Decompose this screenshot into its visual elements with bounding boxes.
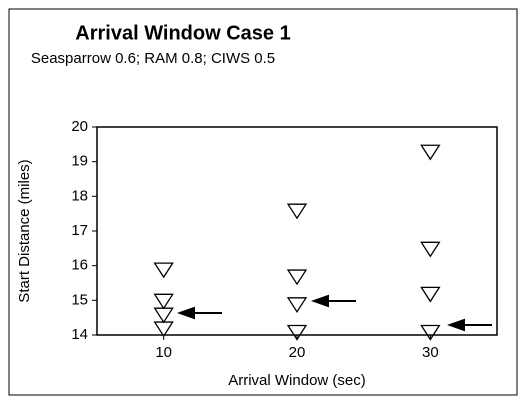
chart-title: Arrival Window Case 1: [75, 22, 290, 44]
point: [286, 269, 308, 286]
point: [153, 262, 174, 279]
chart-subtitle: Seasparrow 0.6; RAM 0.8; CIWS 0.5: [31, 50, 275, 67]
y-tick-label: 16: [71, 257, 88, 274]
y-tick-label: 17: [71, 222, 88, 239]
arrows: [177, 294, 492, 332]
point: [153, 307, 174, 324]
point: [286, 324, 308, 341]
chart-frame: [8, 8, 518, 396]
point: [286, 297, 308, 314]
y-tick-label: 15: [71, 291, 88, 308]
point: [420, 241, 441, 258]
x-tick-label: 20: [289, 344, 306, 361]
y-axis-label: Start Distance (miles): [16, 159, 33, 302]
arrow-head: [447, 318, 465, 332]
arrow-head: [177, 306, 195, 320]
plot-frame: [96, 126, 498, 336]
arrow-head: [311, 294, 329, 308]
point: [153, 293, 174, 310]
point: [153, 321, 174, 338]
y-tick-label: 20: [71, 118, 88, 135]
x-tick-label: 10: [155, 344, 172, 361]
y-tick-label: 18: [71, 187, 88, 204]
y-tick-label: 19: [71, 153, 88, 170]
point: [420, 286, 441, 303]
x-tick-label: 30: [422, 344, 439, 361]
point: [286, 203, 308, 220]
point: [420, 144, 441, 161]
y-tick-label: 14: [71, 326, 88, 343]
x-axis-label: Arrival Window (sec): [228, 372, 366, 389]
point: [420, 324, 441, 341]
